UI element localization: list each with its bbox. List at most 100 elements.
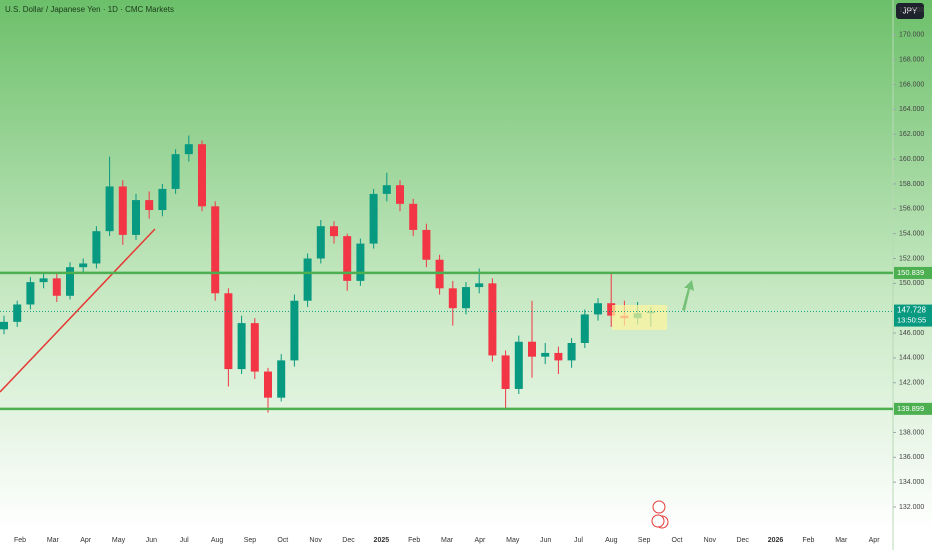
candle-body bbox=[356, 243, 365, 281]
candle-body bbox=[145, 200, 154, 211]
x-tick-label: Jul bbox=[180, 537, 189, 544]
event-icon[interactable] bbox=[651, 514, 665, 528]
x-tick-label: Mar bbox=[47, 537, 60, 544]
candle-body bbox=[330, 226, 338, 237]
x-tick-label: Feb bbox=[14, 537, 26, 544]
x-tick-label: Nov bbox=[704, 537, 717, 544]
candle-body bbox=[66, 267, 74, 296]
x-tick-label: Oct bbox=[277, 537, 288, 544]
candle-body bbox=[277, 360, 286, 398]
countdown-label: 13:50:55 bbox=[897, 316, 926, 325]
x-tick-label: Nov bbox=[309, 537, 322, 544]
y-tick-label: 156.000 bbox=[899, 206, 924, 213]
candle-body bbox=[594, 303, 602, 315]
trend-line bbox=[0, 228, 156, 393]
x-tick-label: Sep bbox=[244, 537, 257, 544]
candle-body bbox=[382, 185, 391, 194]
x-tick-label: Apr bbox=[80, 537, 92, 544]
candle-body bbox=[316, 226, 325, 259]
y-tick-label: 132.000 bbox=[899, 504, 924, 511]
x-tick-label: 2025 bbox=[374, 537, 390, 544]
y-tick-label: 150.000 bbox=[899, 280, 924, 287]
level-label: 150.839 bbox=[897, 268, 924, 277]
y-tick-label: 170.000 bbox=[899, 32, 924, 39]
x-tick-label: Jun bbox=[146, 537, 157, 544]
range-box bbox=[612, 305, 667, 330]
candle-body bbox=[567, 342, 576, 361]
candle-body bbox=[528, 341, 536, 357]
y-tick-label: 160.000 bbox=[899, 156, 924, 163]
level-label: 139.899 bbox=[897, 404, 924, 413]
y-tick-label: 172.000 bbox=[899, 7, 924, 14]
currency-button[interactable] bbox=[896, 3, 924, 19]
candle-body bbox=[92, 231, 101, 264]
x-tick-label: Mar bbox=[441, 537, 454, 544]
candle-body bbox=[607, 303, 616, 316]
candle-body bbox=[224, 293, 233, 370]
x-tick-label: Dec bbox=[342, 537, 355, 544]
y-tick-label: 166.000 bbox=[899, 81, 924, 88]
candle-body bbox=[0, 321, 8, 330]
y-tick-label: 146.000 bbox=[899, 330, 924, 337]
candle-body bbox=[580, 314, 589, 343]
x-tick-label: Jun bbox=[540, 537, 551, 544]
candle-body bbox=[198, 144, 206, 207]
x-tick-label: Aug bbox=[211, 537, 224, 544]
candle-body bbox=[369, 193, 378, 244]
candle-body bbox=[79, 263, 88, 268]
candle-body bbox=[475, 283, 484, 288]
x-tick-label: Dec bbox=[736, 537, 749, 544]
candle-body bbox=[422, 229, 431, 260]
candle-body bbox=[514, 341, 523, 389]
candle-body bbox=[303, 258, 312, 301]
y-tick-label: 164.000 bbox=[899, 106, 924, 113]
candle-body bbox=[184, 144, 193, 155]
chart-title: U.S. Dollar / Japanese Yen · 1D · CMC Ma… bbox=[5, 5, 174, 14]
level-label-bg bbox=[894, 266, 932, 279]
candle-body bbox=[39, 278, 48, 283]
plot bbox=[0, 9, 896, 508]
candle-body bbox=[488, 283, 497, 356]
candle-body bbox=[448, 288, 457, 309]
level-label-bg bbox=[894, 402, 932, 415]
x-tick-label: Apr bbox=[474, 537, 486, 544]
last-price-bg bbox=[894, 304, 932, 327]
candle-body bbox=[462, 287, 470, 309]
candle-body bbox=[171, 154, 180, 189]
x-tick-label: Aug bbox=[605, 537, 618, 544]
candle-body bbox=[409, 203, 418, 230]
candle-body bbox=[237, 323, 246, 370]
candle-body bbox=[250, 323, 259, 372]
candle-body bbox=[290, 300, 299, 361]
candle-body bbox=[264, 371, 272, 398]
x-tick-label: Apr bbox=[869, 537, 881, 544]
y-tick-label: 142.000 bbox=[899, 380, 924, 387]
x-tick-label: May bbox=[506, 537, 520, 544]
candle-body bbox=[211, 206, 220, 294]
y-tick-label: 168.000 bbox=[899, 57, 924, 64]
x-tick-label: Jul bbox=[574, 537, 583, 544]
candle-body bbox=[118, 186, 127, 235]
candle-body bbox=[396, 185, 404, 204]
y-tick-label: 162.000 bbox=[899, 131, 924, 138]
candle-body bbox=[52, 278, 61, 296]
y-tick-label: 136.000 bbox=[899, 454, 924, 461]
x-tick-label: May bbox=[112, 537, 126, 544]
event-icon[interactable] bbox=[652, 500, 666, 514]
candle-body bbox=[541, 352, 550, 357]
y-tick-label: 158.000 bbox=[899, 181, 924, 188]
x-tick-label: Mar bbox=[835, 537, 848, 544]
x-tick-label: Sep bbox=[638, 537, 651, 544]
y-tick-label: 152.000 bbox=[899, 255, 924, 262]
x-tick-label: Feb bbox=[802, 537, 814, 544]
candle-body bbox=[501, 355, 510, 389]
candle-body bbox=[554, 352, 563, 361]
x-tick-label: 2026 bbox=[768, 537, 784, 544]
currency-label: JPY bbox=[903, 7, 918, 16]
candle-body bbox=[132, 200, 140, 235]
time-axis-bg bbox=[0, 530, 932, 550]
candle-body bbox=[26, 282, 35, 305]
candle-body bbox=[105, 186, 114, 232]
